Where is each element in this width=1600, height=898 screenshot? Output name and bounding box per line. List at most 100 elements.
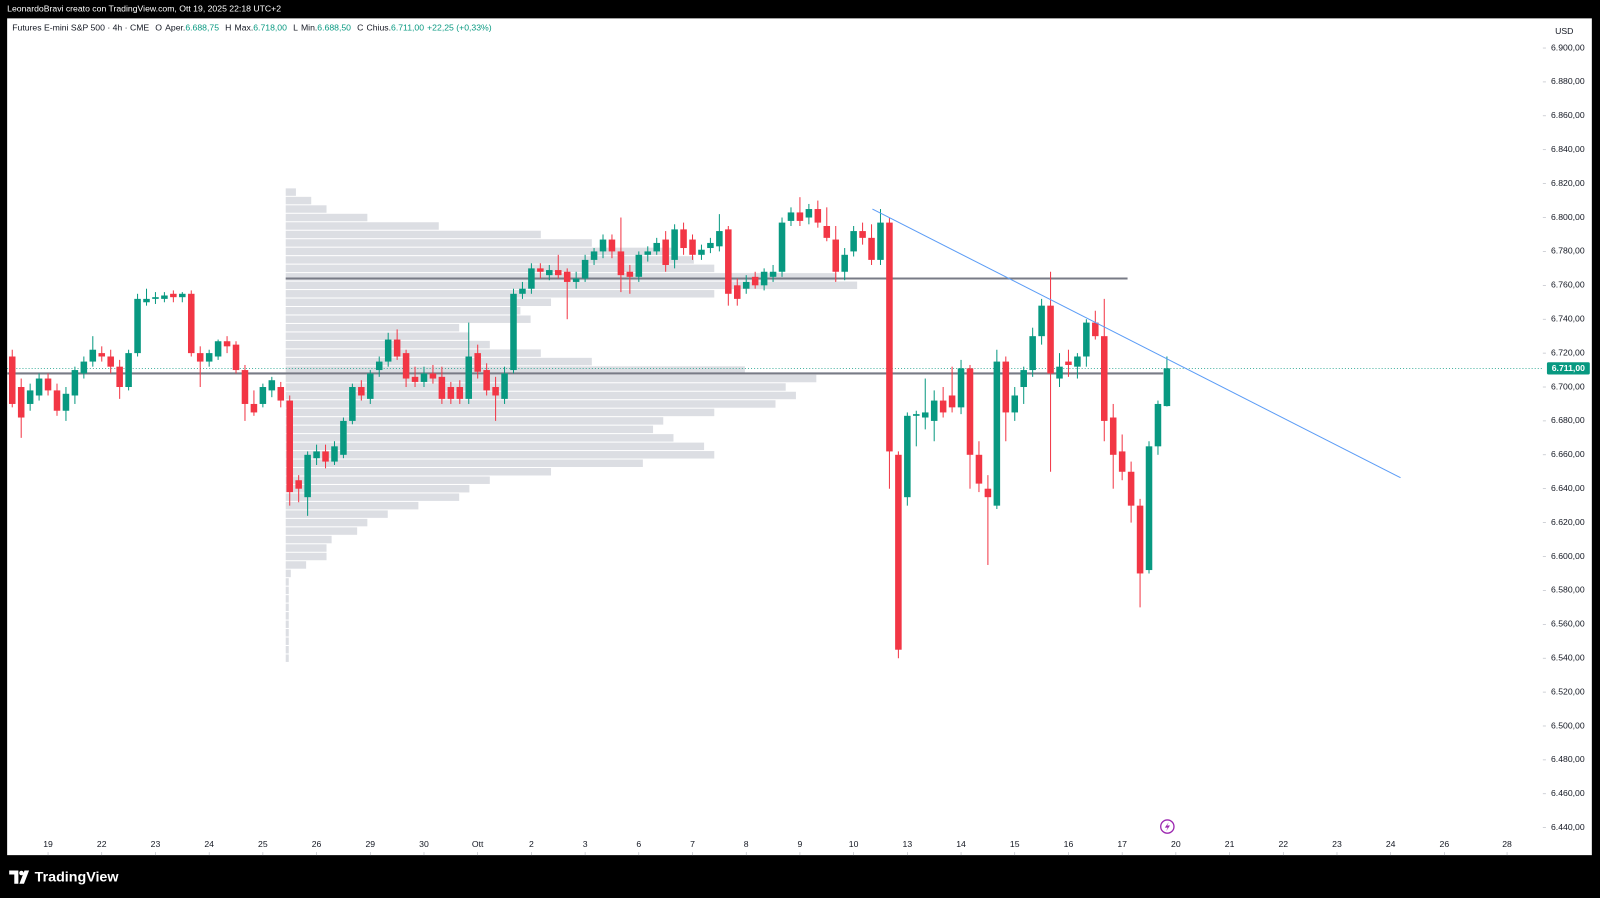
profile-bar bbox=[285, 451, 715, 459]
y-tick-label: 6.500,00 bbox=[1551, 720, 1585, 730]
candle-body bbox=[170, 293, 177, 298]
candle-body bbox=[1047, 305, 1054, 374]
profile-bar bbox=[285, 222, 439, 230]
x-tick-label: 2 bbox=[529, 839, 534, 849]
profile-bar bbox=[285, 645, 289, 654]
candle-body bbox=[134, 298, 141, 354]
legend-value: 6.718,00 bbox=[253, 23, 287, 33]
candle-body bbox=[537, 268, 544, 272]
candle-body bbox=[966, 368, 974, 455]
candle-body bbox=[653, 242, 660, 252]
candle-body bbox=[71, 370, 79, 396]
candle-body bbox=[447, 387, 455, 399]
candle-body bbox=[904, 415, 911, 498]
candle-body bbox=[1038, 305, 1045, 337]
profile-bar bbox=[285, 349, 541, 357]
y-tick-label: 6.640,00 bbox=[1551, 483, 1585, 493]
profile-bar bbox=[285, 408, 715, 417]
profile-bar bbox=[285, 298, 552, 306]
y-tick-label: 6.660,00 bbox=[1551, 449, 1585, 459]
profile-bar bbox=[285, 518, 368, 527]
candle-body bbox=[608, 239, 616, 252]
legend-key: L bbox=[293, 23, 298, 33]
candle-body bbox=[492, 387, 499, 396]
x-tick-label: 24 bbox=[204, 839, 214, 849]
candle-body bbox=[241, 370, 249, 404]
candle-body bbox=[796, 212, 804, 221]
candle-body bbox=[707, 242, 714, 249]
candle-body bbox=[313, 451, 320, 459]
candle-body bbox=[886, 222, 893, 452]
candle-body bbox=[698, 249, 705, 255]
candle-body bbox=[948, 395, 956, 408]
x-tick-label: 23 bbox=[1332, 839, 1342, 849]
profile-bar bbox=[285, 637, 289, 645]
candle-body bbox=[116, 366, 123, 388]
x-tick-label: 16 bbox=[1064, 839, 1074, 849]
candle-body bbox=[107, 356, 114, 367]
y-tick-label: 6.440,00 bbox=[1551, 822, 1585, 832]
candle-body bbox=[841, 254, 848, 272]
x-tick-label: 22 bbox=[1278, 839, 1288, 849]
candle-body bbox=[1136, 505, 1144, 574]
candle-body bbox=[1154, 403, 1162, 447]
candle-body bbox=[358, 387, 365, 396]
candle-body bbox=[1002, 361, 1010, 413]
y-tick-label: 6.860,00 bbox=[1551, 110, 1585, 120]
candle-body bbox=[1029, 336, 1036, 371]
profile-bar bbox=[285, 239, 592, 247]
candle-body bbox=[823, 225, 831, 238]
candle-body bbox=[877, 222, 884, 260]
candle-body bbox=[196, 353, 204, 362]
y-tick-label: 6.780,00 bbox=[1551, 246, 1585, 256]
candle-body bbox=[993, 361, 1001, 506]
candle-body bbox=[519, 288, 526, 294]
candle-body bbox=[913, 414, 920, 416]
candle-body bbox=[814, 209, 822, 223]
change: +22,25 (+0,33%) bbox=[427, 23, 492, 33]
legend-name: Min. bbox=[301, 23, 317, 33]
x-tick-label: 24 bbox=[1386, 839, 1396, 849]
legend-key: C bbox=[357, 23, 363, 33]
alert-icon bbox=[1160, 819, 1175, 834]
profile-bar bbox=[285, 434, 674, 442]
profile-bar bbox=[285, 383, 786, 391]
brand-logo bbox=[9, 870, 30, 884]
last-price-badge bbox=[1546, 362, 1590, 375]
candle-body bbox=[778, 222, 786, 272]
legend-value: 6.688,50 bbox=[317, 23, 351, 33]
candle-body bbox=[143, 298, 150, 303]
profile-bar bbox=[285, 196, 312, 205]
y-tick-label: 6.720,00 bbox=[1551, 347, 1585, 357]
candle-body bbox=[340, 420, 347, 455]
candle-body bbox=[1145, 446, 1153, 571]
profile-bar bbox=[285, 654, 289, 662]
x-tick-label: 25 bbox=[258, 839, 268, 849]
profile-bar bbox=[285, 578, 289, 586]
candle-body bbox=[805, 209, 813, 218]
x-tick-label: 9 bbox=[798, 839, 803, 849]
candle-body bbox=[44, 378, 52, 391]
candle-body bbox=[572, 278, 580, 282]
candle-body bbox=[635, 254, 643, 277]
candle-body bbox=[304, 454, 311, 498]
y-tick-label: 6.600,00 bbox=[1551, 551, 1585, 561]
profile-bar bbox=[285, 230, 541, 239]
candle-body bbox=[429, 373, 437, 379]
y-tick-label: 6.680,00 bbox=[1551, 415, 1585, 425]
chart-area bbox=[7, 18, 1592, 856]
candle-body bbox=[223, 341, 231, 347]
candle-body bbox=[411, 376, 419, 382]
candle-body bbox=[456, 387, 464, 399]
candle-body bbox=[187, 293, 195, 354]
candle-body bbox=[384, 339, 392, 362]
candle-body bbox=[80, 361, 88, 374]
y-tick-label: 6.800,00 bbox=[1551, 212, 1585, 222]
y-tick-label: 6.700,00 bbox=[1551, 381, 1585, 391]
candle-body bbox=[438, 376, 446, 399]
candle-body bbox=[662, 239, 669, 265]
profile-bar bbox=[285, 256, 694, 264]
profile-bar bbox=[285, 323, 460, 332]
y-tick-label: 6.520,00 bbox=[1551, 686, 1585, 696]
candle-body bbox=[465, 356, 473, 399]
